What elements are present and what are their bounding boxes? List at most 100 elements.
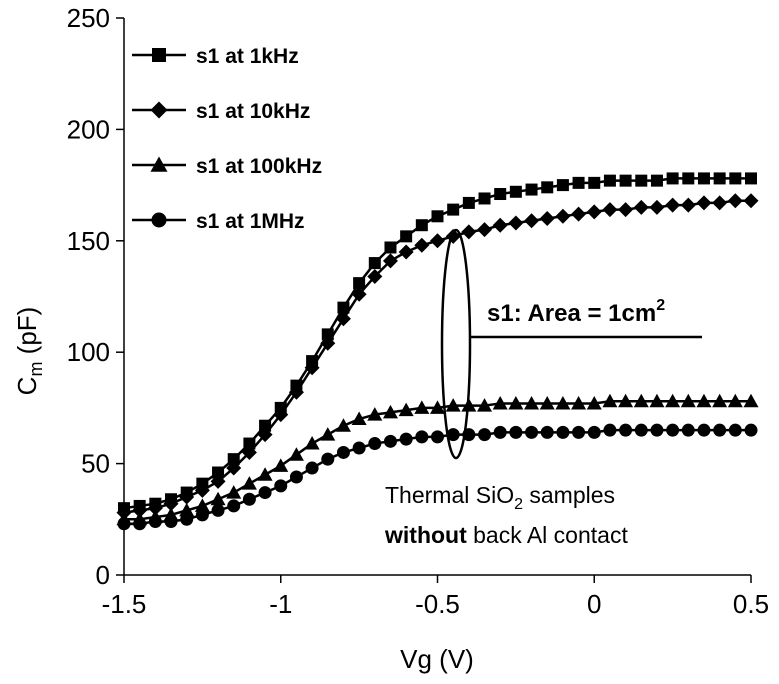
y-tick-label: 150 (67, 226, 110, 256)
data-point (509, 185, 522, 198)
data-point (697, 423, 711, 437)
data-point (525, 183, 538, 196)
data-point (635, 174, 648, 187)
data-point (241, 444, 257, 460)
data-point (666, 172, 679, 185)
data-point (445, 398, 461, 412)
data-point (649, 199, 665, 215)
x-axis-title: Vg (V) (400, 644, 474, 674)
y-axis-title: Cm (pF) (12, 307, 46, 396)
data-point (304, 360, 320, 376)
data-point (727, 393, 743, 408)
data-point (164, 515, 178, 529)
data-point (524, 395, 540, 410)
data-point (367, 268, 383, 284)
legend-entry: s1 at 10kHz (132, 100, 310, 123)
axes (116, 17, 752, 583)
data-point (541, 181, 554, 194)
data-point (713, 172, 726, 185)
data-point (414, 237, 430, 253)
data-point (602, 202, 618, 218)
data-point (461, 224, 477, 240)
data-point (571, 206, 587, 222)
data-point (447, 203, 460, 216)
note-line-1-post: samples (523, 482, 615, 508)
group-ellipse (440, 228, 472, 460)
data-point (353, 277, 366, 290)
data-point (446, 428, 460, 442)
data-point (382, 253, 398, 269)
legend-marker (150, 101, 168, 119)
x-tick-label: -1 (269, 589, 292, 619)
data-point (163, 496, 179, 512)
data-point (525, 425, 539, 439)
data-point (337, 301, 350, 314)
data-point (572, 176, 585, 189)
data-point (384, 241, 397, 254)
data-point (745, 172, 757, 185)
y-tick-label: 100 (67, 337, 110, 367)
data-point (665, 393, 681, 408)
data-point (494, 188, 507, 201)
y-tick-label: 50 (81, 449, 110, 479)
data-point (696, 195, 712, 211)
data-point (681, 423, 695, 437)
data-point (383, 434, 397, 448)
area-label: s1: Area = 1cm2 (487, 297, 665, 327)
series-diamond (116, 193, 759, 521)
note-line-2-rest: back Al contact (467, 522, 629, 548)
series-triangle (116, 393, 759, 526)
data-point (320, 427, 336, 441)
series-layer (116, 172, 759, 531)
x-tick-label: -0.5 (415, 589, 460, 619)
data-point (478, 428, 492, 442)
data-point (540, 425, 554, 439)
data-point (147, 500, 163, 516)
data-point (274, 479, 288, 493)
data-point (194, 498, 210, 512)
data-point (351, 411, 367, 426)
data-point (431, 430, 444, 444)
legend-marker (151, 212, 167, 228)
data-point (352, 441, 366, 455)
legend-label: s1 at 1MHz (196, 210, 305, 233)
y-tick-label: 0 (96, 560, 110, 590)
data-point (212, 466, 225, 479)
note-line-2: without back Al contact (384, 522, 628, 548)
note-line-2-bold: without (384, 522, 467, 548)
data-point (603, 174, 616, 187)
data-point (241, 476, 257, 490)
data-point (148, 515, 162, 529)
data-point (682, 172, 695, 185)
y-axis-title-rest: (pF) (12, 307, 42, 362)
data-point (288, 384, 304, 400)
data-point (508, 395, 524, 410)
data-point (351, 286, 367, 302)
data-point (602, 393, 618, 408)
data-point (133, 517, 147, 531)
data-point (492, 395, 508, 410)
data-point (400, 230, 413, 243)
data-point (556, 179, 569, 192)
data-point (586, 395, 602, 410)
data-point (210, 491, 226, 506)
data-point (243, 437, 256, 450)
legend-entry: s1 at 1MHz (132, 210, 305, 233)
data-point (555, 208, 571, 224)
data-point (382, 404, 398, 419)
data-point (619, 423, 633, 437)
data-point (665, 197, 681, 213)
data-point (508, 215, 524, 231)
data-point (430, 233, 445, 249)
data-point (398, 244, 414, 260)
legend-entry: s1 at 100kHz (132, 155, 322, 178)
note-line-1: Thermal SiO2 samples (385, 482, 615, 513)
note-line-1-sub: 2 (514, 496, 523, 513)
data-point (666, 423, 680, 437)
data-point (462, 196, 475, 209)
data-point (211, 503, 225, 517)
data-point (572, 425, 586, 439)
data-point (335, 311, 351, 327)
legend-marker (150, 156, 168, 172)
